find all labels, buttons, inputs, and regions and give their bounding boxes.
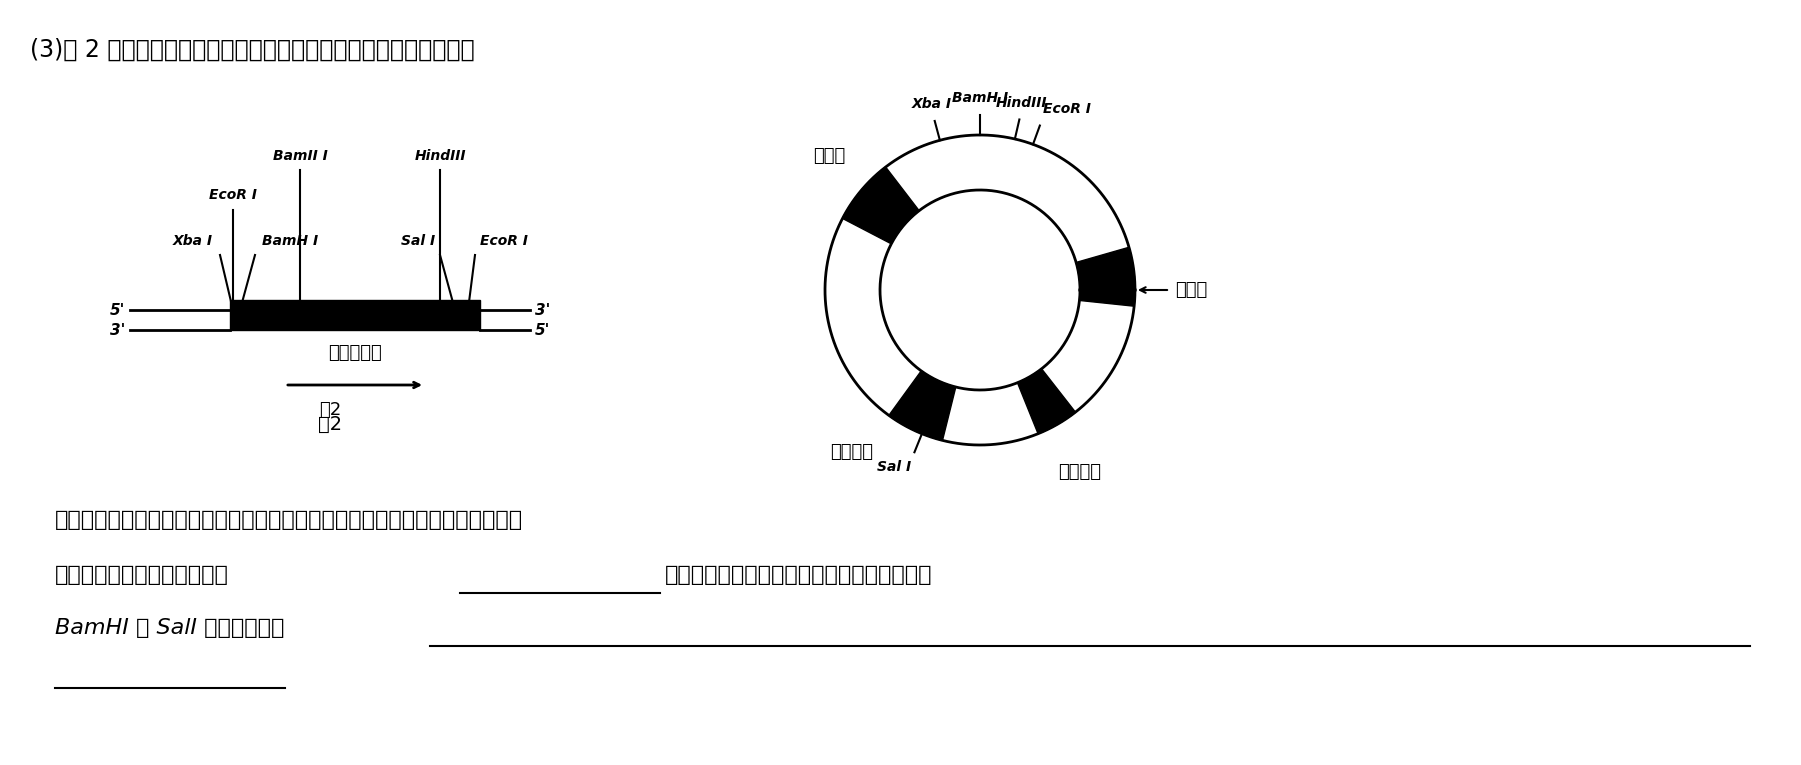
Text: EcoR I: EcoR I — [1043, 103, 1091, 116]
Text: Sal I: Sal I — [877, 460, 911, 474]
Text: 切割目的基因和载体，选用的两种酵中不包含: 切割目的基因和载体，选用的两种酵中不包含 — [665, 565, 933, 585]
Text: BamHⅠ 和 SalⅠ ，原因分别为: BamHⅠ 和 SalⅠ ，原因分别为 — [56, 618, 285, 638]
Text: 5': 5' — [110, 302, 124, 317]
Text: Sal I: Sal I — [402, 234, 436, 248]
Text: EcoR I: EcoR I — [481, 234, 528, 248]
Text: Xba I: Xba I — [173, 234, 213, 248]
Text: 复制原点: 复制原点 — [1059, 463, 1102, 481]
Wedge shape — [1018, 369, 1075, 434]
Wedge shape — [843, 167, 919, 244]
Text: 启动子: 启动子 — [814, 147, 846, 164]
Text: 图2: 图2 — [319, 401, 340, 419]
Text: 标记基因: 标记基因 — [830, 443, 873, 461]
Text: 获取目的基因后，若要在成功构建重组表达载体的同时确保目的基因插入载体中: 获取目的基因后，若要在成功构建重组表达载体的同时确保目的基因插入载体中 — [56, 510, 522, 530]
Text: 图2: 图2 — [319, 415, 342, 434]
Text: 的方向正确，最好选用限制酵: 的方向正确，最好选用限制酵 — [56, 565, 229, 585]
Text: (3)图 2 为目的基因、相关质粒及其上限制酵酵切位点的分布情况．: (3)图 2 为目的基因、相关质粒及其上限制酵酵切位点的分布情况． — [31, 38, 475, 62]
Text: BamII I: BamII I — [272, 149, 328, 163]
Text: EcoR I: EcoR I — [209, 188, 258, 202]
Text: HindIII: HindIII — [414, 149, 466, 163]
Text: BamH I: BamH I — [261, 234, 319, 248]
Bar — [231, 300, 481, 330]
Text: BamH I: BamH I — [953, 91, 1009, 105]
Wedge shape — [1077, 247, 1135, 306]
Text: Xba I: Xba I — [911, 97, 953, 111]
Text: 3': 3' — [535, 302, 551, 317]
Text: 5': 5' — [535, 323, 551, 337]
Text: 终止子: 终止子 — [1174, 281, 1207, 299]
Text: HindIII: HindIII — [996, 96, 1048, 109]
Text: 3': 3' — [110, 323, 124, 337]
Text: 胰岛素基因: 胰岛素基因 — [328, 344, 382, 362]
Wedge shape — [890, 371, 956, 441]
